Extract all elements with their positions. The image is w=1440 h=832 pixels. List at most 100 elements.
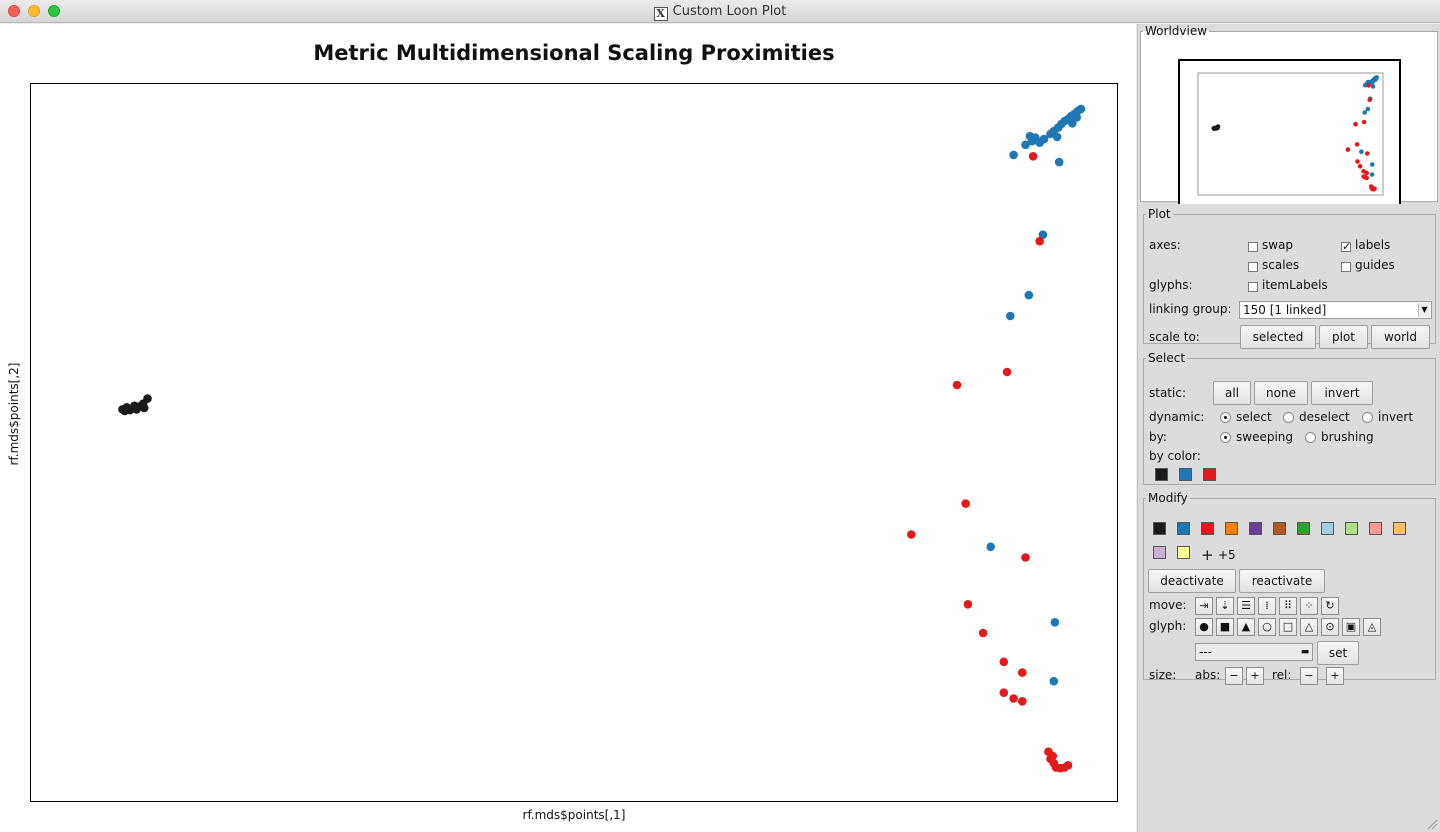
- modify-color-swatch[interactable]: [1153, 522, 1166, 535]
- scales-checkbox[interactable]: [1248, 262, 1258, 272]
- glyph-select-handle-icon[interactable]: ▬: [1300, 647, 1310, 657]
- glyph-select-combobox[interactable]: --- ▬: [1195, 643, 1313, 661]
- scatter-point[interactable]: [952, 380, 962, 390]
- scatter-point[interactable]: [961, 499, 970, 508]
- scatter-point[interactable]: [963, 600, 973, 609]
- by-brushing-radio[interactable]: [1305, 432, 1316, 443]
- by-sweeping-radio[interactable]: [1220, 432, 1231, 443]
- scatter-point[interactable]: [1063, 761, 1073, 770]
- select-by-color-swatch[interactable]: [1179, 468, 1192, 481]
- modify-color-swatch[interactable]: [1297, 522, 1310, 535]
- glyph-ctriangle-icon[interactable]: ▲: [1237, 618, 1255, 636]
- abs-size-decrease-button[interactable]: −: [1225, 667, 1243, 685]
- scatter-point[interactable]: [1028, 152, 1038, 161]
- modify-color-swatch[interactable]: [1153, 546, 1166, 559]
- scatter-point[interactable]: [1009, 150, 1018, 160]
- item-labels-checkbox[interactable]: [1248, 282, 1258, 292]
- scale-to-selected-button[interactable]: selected: [1240, 325, 1316, 349]
- scatter-point[interactable]: [1049, 676, 1059, 686]
- scatter-point[interactable]: [1076, 104, 1086, 114]
- select-by-color-swatch[interactable]: [1203, 468, 1216, 481]
- dynamic-invert-radio[interactable]: [1362, 412, 1373, 423]
- scatter-point[interactable]: [978, 628, 988, 638]
- move-align-vertical-icon[interactable]: ⁞: [1258, 597, 1276, 615]
- linking-group-combobox[interactable]: 150 [1 linked] ▼: [1239, 301, 1432, 319]
- glyph-csquare-icon[interactable]: ■: [1216, 618, 1234, 636]
- rel-size-increase-button[interactable]: +: [1326, 667, 1344, 685]
- dynamic-deselect-radio[interactable]: [1283, 412, 1294, 423]
- labels-checkbox[interactable]: [1341, 240, 1351, 253]
- dynamic-select-radio[interactable]: [1220, 412, 1231, 423]
- glyph-otriangle-icon[interactable]: △: [1300, 618, 1318, 636]
- glyph-circle-dot-icon[interactable]: ⊙: [1321, 618, 1339, 636]
- scatter-point[interactable]: [143, 394, 152, 403]
- scatter-point[interactable]: [1039, 134, 1049, 144]
- modify-color-swatch[interactable]: [1321, 522, 1334, 535]
- scale-to-world-button[interactable]: world: [1371, 325, 1430, 349]
- close-window-button[interactable]: [8, 5, 20, 17]
- select-invert-button[interactable]: invert: [1311, 381, 1373, 405]
- scatter-point[interactable]: [130, 401, 139, 411]
- scatter-point[interactable]: [1021, 553, 1030, 562]
- worldview-canvas[interactable]: [1141, 44, 1437, 204]
- modify-color-swatch[interactable]: [1201, 522, 1214, 535]
- select-all-button[interactable]: all: [1213, 381, 1251, 405]
- scatter-point[interactable]: [1050, 618, 1060, 627]
- scale-to-plot-button[interactable]: plot: [1319, 325, 1368, 349]
- scatter-point[interactable]: [1006, 311, 1015, 321]
- add-color-icon[interactable]: +: [1201, 546, 1214, 564]
- scatter-point[interactable]: [907, 530, 916, 539]
- guides-checkbox[interactable]: [1341, 262, 1351, 272]
- plot-canvas[interactable]: Metric Multidimensional Scaling Proximit…: [0, 24, 1136, 832]
- scatter-point[interactable]: [1018, 668, 1027, 677]
- move-align-horizontal-icon[interactable]: ☰: [1237, 597, 1255, 615]
- select-by-color-swatch[interactable]: [1155, 468, 1168, 481]
- move-collapse-horizontal-icon[interactable]: ⇥: [1195, 597, 1213, 615]
- modify-color-swatch[interactable]: [1177, 546, 1190, 559]
- scatter-point[interactable]: [139, 403, 149, 413]
- scatter-point[interactable]: [1054, 157, 1064, 167]
- scatter-point[interactable]: [1035, 236, 1044, 246]
- select-none-button[interactable]: none: [1254, 381, 1308, 405]
- scatter-point[interactable]: [1048, 751, 1057, 761]
- glyph-ocircle-icon[interactable]: ○: [1258, 618, 1276, 636]
- scatter-point[interactable]: [1002, 367, 1012, 377]
- glyph-set-button[interactable]: set: [1317, 641, 1359, 665]
- modify-color-swatch[interactable]: [1345, 522, 1358, 535]
- resize-grip-icon[interactable]: [1426, 818, 1438, 830]
- scatter-point[interactable]: [123, 404, 133, 414]
- scatter-point[interactable]: [1018, 697, 1027, 706]
- scatterplot[interactable]: [30, 83, 1118, 802]
- scatter-point[interactable]: [1021, 140, 1030, 150]
- rel-size-decrease-button[interactable]: −: [1300, 667, 1318, 685]
- scatter-point[interactable]: [1038, 230, 1048, 239]
- glyph-ccircle-icon[interactable]: ●: [1195, 618, 1213, 636]
- scatter-point[interactable]: [986, 542, 995, 552]
- scatter-point[interactable]: [1052, 132, 1062, 142]
- minimize-window-button[interactable]: [28, 5, 40, 17]
- modify-color-swatch[interactable]: [1249, 522, 1262, 535]
- abs-size-increase-button[interactable]: +: [1246, 667, 1264, 685]
- scatter-point[interactable]: [999, 657, 1009, 667]
- swap-checkbox[interactable]: [1248, 242, 1258, 252]
- more-colors-label[interactable]: +5: [1218, 548, 1236, 562]
- glyph-osquare-icon[interactable]: □: [1279, 618, 1297, 636]
- deactivate-button[interactable]: deactivate: [1148, 569, 1236, 593]
- move-reset-icon[interactable]: ↻: [1321, 597, 1339, 615]
- modify-color-swatch[interactable]: [1369, 522, 1382, 535]
- scatter-point[interactable]: [999, 688, 1009, 697]
- reactivate-button[interactable]: reactivate: [1239, 569, 1325, 593]
- modify-color-swatch[interactable]: [1177, 522, 1190, 535]
- scatter-point[interactable]: [1009, 694, 1018, 703]
- scatter-point[interactable]: [1024, 290, 1034, 300]
- maximize-window-button[interactable]: [48, 5, 60, 17]
- modify-color-swatch[interactable]: [1273, 522, 1286, 535]
- modify-color-swatch[interactable]: [1225, 522, 1238, 535]
- dropdown-arrow-icon[interactable]: ▼: [1418, 303, 1430, 317]
- modify-color-swatch[interactable]: [1393, 522, 1406, 535]
- scatter-point[interactable]: [1072, 113, 1081, 122]
- glyph-square-dot-icon[interactable]: ▣: [1342, 618, 1360, 636]
- glyph-triangle-dot-icon[interactable]: ◬: [1363, 618, 1381, 636]
- move-grid-icon[interactable]: ⠿: [1279, 597, 1297, 615]
- move-collapse-vertical-icon[interactable]: ⇣: [1216, 597, 1234, 615]
